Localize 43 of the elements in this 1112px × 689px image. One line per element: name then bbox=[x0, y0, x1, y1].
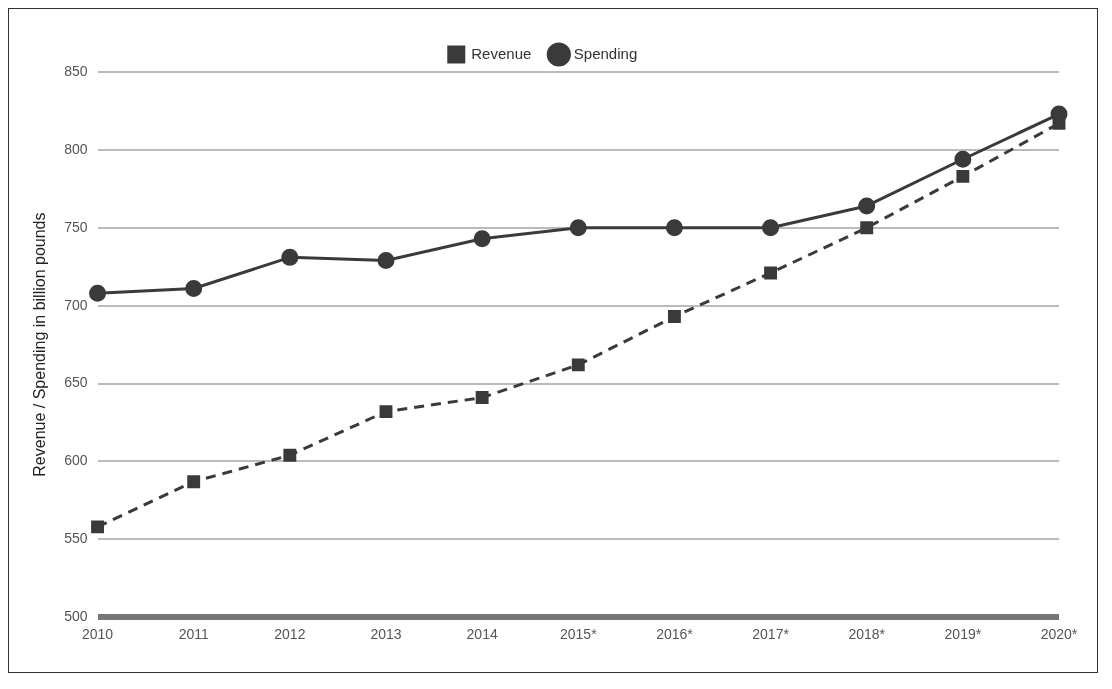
x-tick-label: 2015* bbox=[559, 626, 598, 643]
y-tick-label: 650 bbox=[64, 374, 88, 391]
point bbox=[762, 219, 780, 237]
legend-label: Spending bbox=[573, 44, 638, 62]
y-tick-label: 750 bbox=[64, 218, 88, 235]
point bbox=[185, 280, 203, 298]
point bbox=[475, 391, 489, 405]
point bbox=[377, 251, 395, 269]
point bbox=[954, 150, 972, 168]
y-tick-label: 550 bbox=[64, 530, 88, 547]
legend-label: Revenue bbox=[471, 44, 532, 62]
point bbox=[91, 520, 105, 534]
point bbox=[858, 197, 876, 215]
x-tick-label: 2018* bbox=[848, 626, 886, 643]
x-tick-label: 2010 bbox=[81, 626, 114, 643]
point bbox=[281, 248, 299, 266]
x-tick-label: 2020* bbox=[1040, 626, 1078, 643]
point bbox=[571, 358, 585, 372]
x-tick-label: 2012 bbox=[274, 626, 306, 643]
point bbox=[569, 219, 587, 237]
y-tick-label: 850 bbox=[64, 62, 88, 79]
x-tick-label: 2011 bbox=[178, 626, 209, 643]
y-tick-label: 700 bbox=[64, 296, 88, 313]
point bbox=[89, 284, 107, 302]
x-tick-label: 2013 bbox=[370, 626, 402, 643]
y-tick-label: 600 bbox=[64, 452, 88, 469]
point bbox=[379, 405, 393, 419]
point bbox=[473, 230, 491, 248]
point bbox=[860, 221, 874, 235]
point bbox=[187, 475, 201, 489]
point bbox=[1052, 116, 1066, 130]
point bbox=[665, 219, 683, 237]
y-tick-label: 500 bbox=[64, 608, 88, 625]
x-tick-label: 2019* bbox=[944, 626, 982, 643]
x-tick-label: 2017* bbox=[752, 626, 790, 643]
y-tick-label: 800 bbox=[64, 140, 88, 157]
point bbox=[283, 448, 297, 462]
x-tick-label: 2014 bbox=[466, 626, 498, 643]
y-axis-title: Revenue / Spending in billion pounds bbox=[31, 212, 49, 477]
point bbox=[956, 169, 970, 183]
point bbox=[667, 310, 681, 324]
point bbox=[764, 266, 778, 280]
x-tick-label: 2016* bbox=[656, 626, 694, 643]
